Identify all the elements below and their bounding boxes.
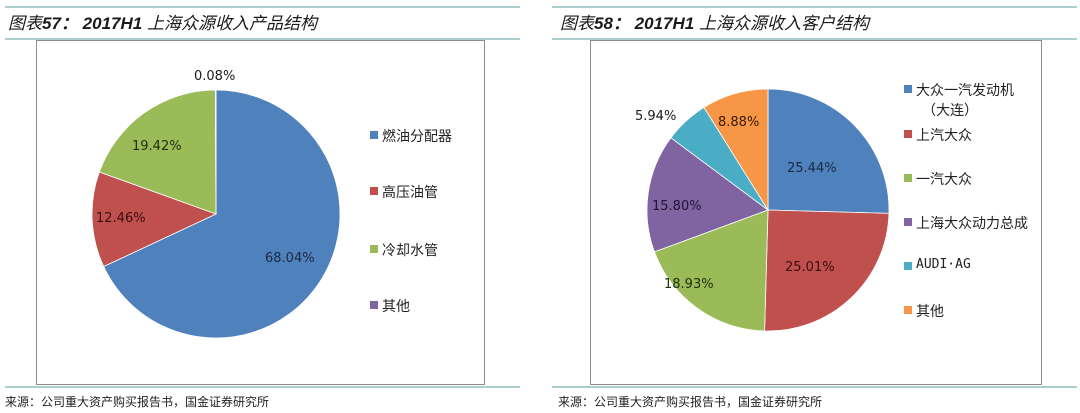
legend-swatch <box>904 218 912 226</box>
pie-slice <box>764 209 890 332</box>
legend-label: 一汽大众 <box>916 172 972 188</box>
data-label: 68.04% <box>265 251 315 266</box>
pie-slice <box>103 89 341 339</box>
data-label: 25.01% <box>785 260 835 275</box>
legend-item: 其他 <box>904 301 944 321</box>
legend-item: 其他 <box>370 296 410 316</box>
title-period: 2017H1 <box>634 14 695 33</box>
legend-swatch <box>370 187 378 195</box>
pie-slice <box>653 209 769 332</box>
legend-label: 上汽大众 <box>916 128 972 144</box>
pie-slice <box>214 89 217 215</box>
title-text: 上海众源收入客户结构 <box>698 14 869 33</box>
bottom-rule <box>552 386 1077 388</box>
legend-swatch <box>904 85 912 93</box>
pie-chart-57: 68.04% 12.46% 19.42% 0.08% <box>91 69 341 339</box>
legend-item: 大众一汽发动机 （大连） <box>904 80 1014 120</box>
title-number: 58： <box>594 14 630 33</box>
legend-label-line1: 大众一汽发动机 <box>916 83 1014 99</box>
legend-label: 其他 <box>382 299 410 315</box>
pie-slice <box>98 89 217 215</box>
top-rule <box>552 6 1077 8</box>
data-label: 15.80% <box>652 199 702 214</box>
title-rule <box>552 38 1077 40</box>
legend-label: AUDI·AG <box>916 257 971 272</box>
source-note: 来源：公司重大资产购买报告书，国金证券研究所 <box>558 395 823 409</box>
data-label: 8.88% <box>718 115 759 130</box>
legend-swatch <box>370 301 378 309</box>
legend-item: 燃油分配器 <box>370 126 452 146</box>
source-note: 来源：公司重大资产购买报告书，国金证券研究所 <box>5 395 270 409</box>
data-label: 0.08% <box>194 69 235 84</box>
data-label: 19.42% <box>132 139 182 154</box>
top-rule <box>5 6 520 8</box>
legend-swatch <box>370 245 378 253</box>
legend-swatch <box>904 130 912 138</box>
legend-swatch <box>904 174 912 182</box>
legend-label: 冷却水管 <box>382 243 438 259</box>
pie-slice <box>91 171 218 268</box>
title-number: 57： <box>42 14 78 33</box>
data-label: 18.93% <box>664 277 714 292</box>
title-period: 2017H1 <box>82 14 143 33</box>
pie-slice <box>767 88 890 214</box>
title-rule <box>5 38 520 40</box>
legend-label-line2: （大连） <box>922 103 978 119</box>
data-label: 25.44% <box>787 161 837 176</box>
legend-item: 一汽大众 <box>904 169 972 189</box>
pie-chart-58: 25.44% 25.01% 18.93% 15.80% 5.94% 8.88% <box>635 88 890 332</box>
title-prefix: 图表 <box>8 14 42 33</box>
bottom-rule <box>5 386 520 388</box>
data-label: 12.46% <box>96 211 146 226</box>
legend-item: 冷却水管 <box>370 240 438 260</box>
pie-slice <box>646 137 769 253</box>
legend-label: 其他 <box>916 304 944 320</box>
legend-label: 上海大众动力总成 <box>916 216 1028 232</box>
legend-swatch <box>904 306 912 314</box>
legend-item: 上海大众动力总成 <box>904 213 1028 233</box>
legend-item: 上汽大众 <box>904 125 972 145</box>
title-prefix: 图表 <box>560 14 594 33</box>
legend-label: 燃油分配器 <box>382 129 452 145</box>
legend-label: 高压油管 <box>382 185 438 201</box>
legend-item: 高压油管 <box>370 182 438 202</box>
legend-label: 大众一汽发动机 （大连） <box>916 80 1014 120</box>
legend-swatch <box>904 262 912 270</box>
legend-item: AUDI·AG <box>904 257 971 272</box>
chart-title-58: 图表58： 2017H1 上海众源收入客户结构 <box>560 9 869 34</box>
title-text: 上海众源收入产品结构 <box>146 14 317 33</box>
legend-swatch <box>370 131 378 139</box>
data-label: 5.94% <box>635 109 676 124</box>
chart-title-57: 图表57： 2017H1 上海众源收入产品结构 <box>8 9 317 34</box>
pie-slice <box>703 88 769 212</box>
